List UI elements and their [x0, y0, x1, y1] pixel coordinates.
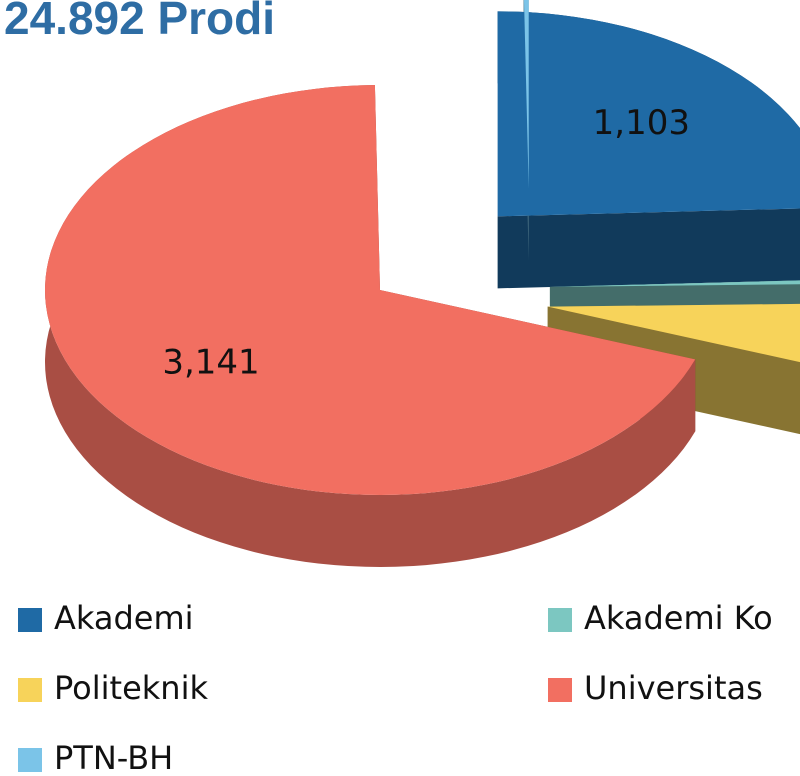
pie-tops: [44, 0, 800, 495]
slice: [549, 280, 800, 287]
chart-title: 24.892 Prodi: [4, 0, 275, 44]
legend-label: PTN-BH: [54, 739, 173, 776]
legend-label: Akademi: [54, 599, 194, 637]
legend-swatch: [18, 608, 42, 632]
legend-swatch: [548, 678, 572, 702]
data-labels: 1,103113,141: [162, 103, 690, 382]
legend-label: Universitas: [584, 669, 763, 707]
legend-swatch: [18, 678, 42, 702]
legend-swatch: [548, 608, 572, 632]
legend-swatch: [18, 748, 42, 772]
slice: [547, 303, 800, 363]
slice-side: [497, 208, 800, 289]
legend: Akademi Akademi Ko Politeknik Universitas PT…: [18, 599, 773, 776]
slice: [497, 11, 800, 217]
slice: [44, 85, 696, 495]
slice: [524, 0, 529, 189]
legend-label: Akademi Ko: [584, 599, 773, 637]
data-label: 1,103: [593, 103, 690, 143]
data-label: 3,141: [162, 342, 259, 382]
legend-label: Politeknik: [54, 669, 208, 707]
